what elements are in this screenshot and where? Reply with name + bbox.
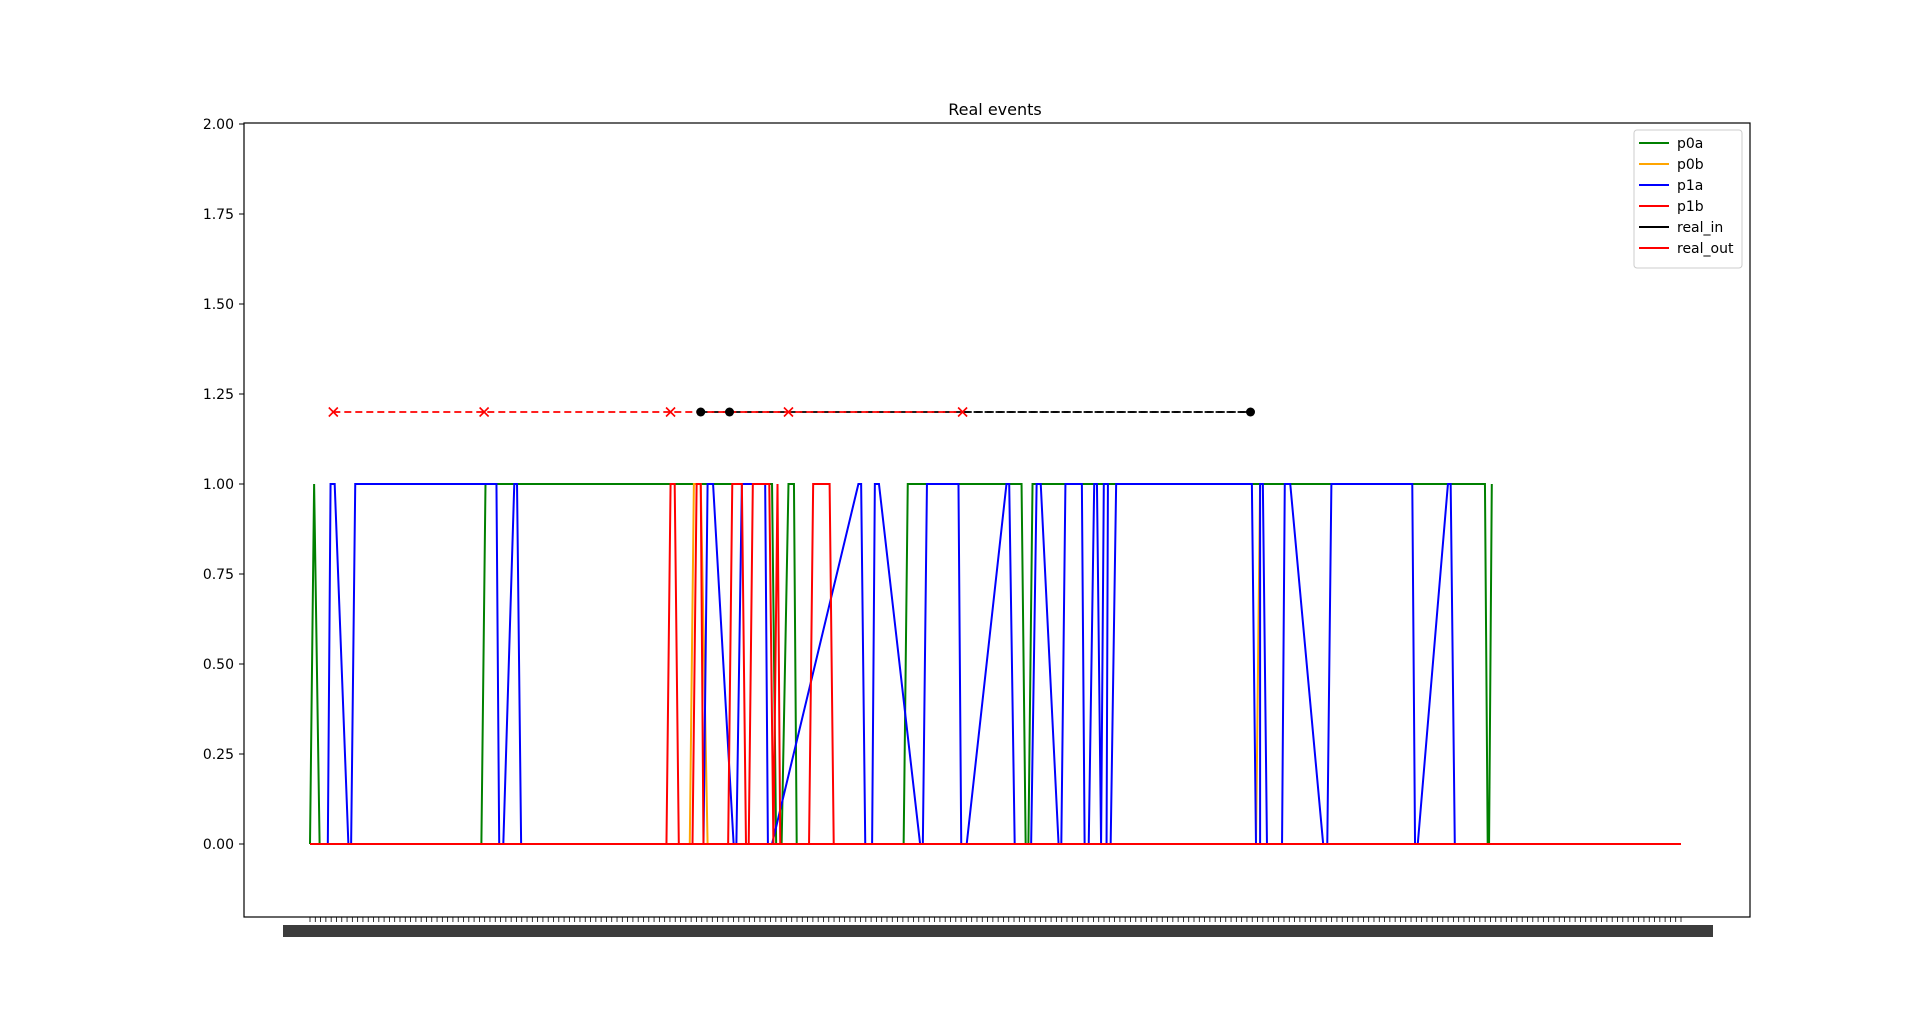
plot-frame <box>243 122 1751 918</box>
point-real_in <box>696 407 706 417</box>
point-x-stroke <box>957 406 968 418</box>
y-tick-label: 1.75 <box>203 207 234 223</box>
point-real_out <box>479 406 490 418</box>
point-real_out <box>328 406 339 418</box>
point-real_out <box>783 406 794 418</box>
legend-label: real_out <box>1677 241 1734 257</box>
legend-label: p1b <box>1677 199 1704 215</box>
chart-title: Real events <box>948 100 1041 119</box>
point-real_out <box>957 406 968 418</box>
point-x-stroke <box>328 406 339 418</box>
legend-label: real_in <box>1677 220 1723 236</box>
point-x-stroke <box>479 406 490 418</box>
series-layer <box>309 406 1681 845</box>
y-tick-label: 0.25 <box>203 747 234 763</box>
x-axis-ticks <box>283 917 1713 937</box>
y-tick-label: 1.00 <box>203 477 234 493</box>
x-tick-label-band <box>283 925 1713 937</box>
point-real_in <box>725 407 735 417</box>
y-tick-label: 2.00 <box>203 117 234 133</box>
y-tick-label: 1.25 <box>203 387 234 403</box>
legend-label: p1a <box>1677 178 1703 194</box>
point-real_in <box>1246 407 1256 417</box>
point-x-stroke <box>783 406 794 418</box>
legend-label: p0a <box>1677 136 1703 152</box>
y-tick-label: 0.75 <box>203 567 234 583</box>
y-tick-label: 0.00 <box>203 837 234 853</box>
y-axis: 2.00 1.75 1.50 1.25 1.00 0.75 0.50 0.25 0.00 <box>203 117 244 853</box>
legend-label: p0b <box>1677 157 1704 173</box>
y-tick-label: 0.50 <box>203 657 234 673</box>
y-tick-label: 1.50 <box>203 297 234 313</box>
point-real_out <box>665 406 676 418</box>
legend: p0a p0b p1a p1b real_in real_out <box>1633 129 1743 269</box>
point-x-stroke <box>665 406 676 418</box>
series-line-p1b <box>310 483 859 845</box>
